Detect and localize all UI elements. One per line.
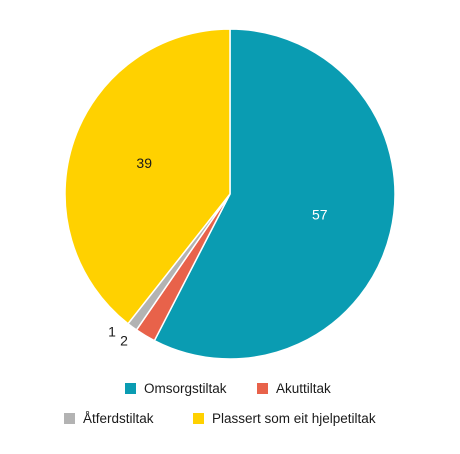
legend-swatch-atferdstiltak (64, 413, 75, 424)
legend-swatch-akuttiltak (257, 383, 268, 394)
legend-item-akuttiltak: Akuttiltak (257, 381, 331, 396)
legend-swatch-hjelpetiltak (193, 413, 204, 424)
pie-slice-plassert-som-eit-hjelpetiltak (64, 28, 231, 325)
legend-label-omsorgstiltak: Omsorgstiltak (144, 381, 227, 396)
legend-label-akuttiltak: Akuttiltak (276, 381, 331, 396)
legend-item-atferdstiltak: Åtferdstiltak (64, 411, 154, 426)
data-label-akuttiltak: 2 (120, 333, 128, 349)
data-label-omsorgstiltak: 57 (312, 207, 328, 223)
pie-slice-omsorgstiltak (153, 28, 396, 360)
data-label-atferdstiltak: 1 (108, 324, 116, 340)
legend-label-hjelpetiltak: Plassert som eit hjelpetiltak (212, 411, 376, 426)
legend-item-omsorgstiltak: Omsorgstiltak (125, 381, 227, 396)
legend-item-plassert-som-eit-hjelpetiltak: Plassert som eit hjelpetiltak (193, 411, 376, 426)
legend-swatch-omsorgstiltak (125, 383, 136, 394)
pie-chart-plot: 57 21 39 (64, 28, 396, 360)
data-label-plassert-som-eit-hjelpetiltak: 39 (136, 155, 152, 171)
legend-label-atferdstiltak: Åtferdstiltak (83, 411, 154, 426)
